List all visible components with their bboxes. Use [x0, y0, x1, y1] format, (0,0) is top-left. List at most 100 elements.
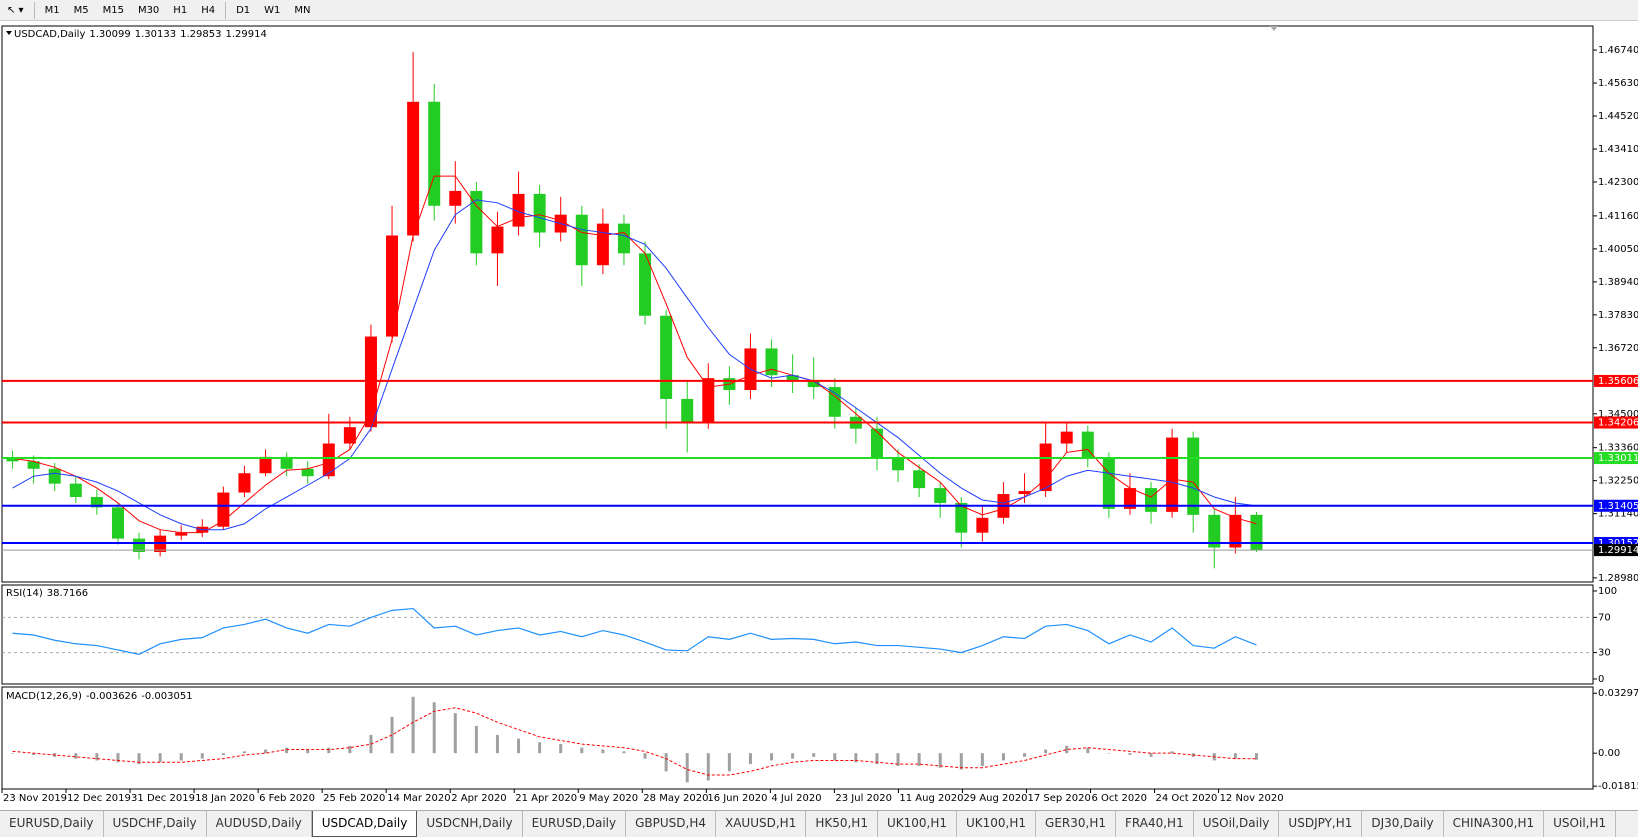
x-tick-label: 2 Apr 2020: [451, 793, 506, 804]
macd-bar: [664, 753, 668, 772]
x-tick-label: 12 Dec 2019: [67, 793, 131, 804]
macd-bar: [74, 753, 78, 759]
chart-tab[interactable]: DJ30,Daily: [1362, 811, 1444, 837]
timeframe-button[interactable]: H1: [173, 4, 188, 16]
header-value: 1.29914: [225, 29, 266, 40]
chart-tab[interactable]: FRA40,H1: [1116, 811, 1194, 837]
chart-tab[interactable]: AUDUSD,Daily: [207, 811, 312, 837]
candle-body: [69, 483, 82, 498]
y-tick-label: 1.38940: [1598, 277, 1638, 288]
candle-body: [1208, 514, 1221, 548]
macd-bar: [179, 753, 183, 761]
timeframe-button[interactable]: M15: [102, 4, 124, 16]
macd-bar: [833, 753, 837, 761]
macd-bar: [32, 753, 36, 755]
macd-bar: [1065, 745, 1069, 754]
chart-tab[interactable]: USOil,H1: [1544, 811, 1617, 837]
x-tick-label: 25 Feb 2020: [323, 793, 385, 804]
chart-tab[interactable]: USOil,Daily: [1194, 811, 1280, 837]
header-value: 1.30133: [135, 29, 176, 40]
macd-bar: [327, 747, 331, 754]
y-tick-label: 100: [1598, 586, 1617, 597]
timeframe-button[interactable]: W1: [264, 4, 281, 16]
y-tick-label: 70: [1598, 612, 1611, 623]
chart-tab[interactable]: UK100,H1: [957, 811, 1037, 837]
macd-bar: [601, 749, 605, 754]
x-tick-label: 9 May 2020: [579, 793, 638, 804]
candle-body: [596, 223, 609, 266]
macd-bar: [264, 749, 268, 754]
level-label: 1.33011: [1598, 453, 1638, 464]
candle-body: [1060, 431, 1073, 444]
macd-bar: [748, 753, 752, 765]
y-tick-label: -0.018154: [1598, 781, 1638, 792]
x-tick-label: 17 Sep 2020: [1027, 793, 1090, 804]
candle-body: [301, 468, 314, 477]
candle-body: [913, 470, 926, 489]
timeframe-button[interactable]: M5: [73, 4, 89, 16]
panel-header: RSI(14) 38.7166: [6, 588, 88, 599]
candle-body: [386, 235, 399, 337]
main-panel: [1, 25, 1594, 583]
macd-bar: [1044, 749, 1048, 754]
candle-body: [892, 458, 905, 471]
level-label-bg: [1594, 374, 1638, 387]
y-tick-label: 1.46740: [1598, 45, 1638, 56]
candle-body: [1145, 488, 1158, 512]
chart-tab[interactable]: GBPUSD,H4: [626, 811, 716, 837]
chart-tab[interactable]: GER30,H1: [1036, 811, 1116, 837]
chart-tab[interactable]: USDJPY,H1: [1279, 811, 1363, 837]
timeframe-button[interactable]: M30: [137, 4, 160, 16]
macd-bar: [158, 753, 162, 763]
timeframe-button[interactable]: H4: [201, 4, 216, 16]
macd-bar: [116, 753, 120, 763]
macd-bar: [306, 749, 310, 754]
candle-body: [1102, 458, 1115, 509]
timeframe-button[interactable]: D1: [236, 4, 251, 16]
chart-tab[interactable]: CHINA300,H1: [1444, 811, 1545, 837]
x-tick-label: 6 Feb 2020: [259, 793, 315, 804]
candle-body: [617, 223, 630, 254]
indicator-line: [12, 607, 1257, 655]
chart-tab[interactable]: USDCHF,Daily: [104, 811, 207, 837]
header-value: RSI(14): [6, 588, 43, 599]
macd-bar: [685, 753, 689, 783]
level-label-bg: [1594, 499, 1638, 512]
header-value: USDCAD,Daily: [14, 29, 85, 40]
macd-bar: [285, 747, 289, 754]
chart-tab[interactable]: XAUUSD,H1: [716, 811, 807, 837]
level-label-bg: [1594, 452, 1638, 465]
macd-bar: [348, 745, 352, 754]
macd-bar: [137, 753, 141, 765]
chart-tab[interactable]: USDCNH,Daily: [417, 811, 523, 837]
chart-tab[interactable]: USDCAD,Daily: [311, 811, 418, 837]
macd-bar: [1023, 753, 1027, 757]
panel-header: MACD(12,26,9) -0.003626 -0.003051: [6, 691, 193, 702]
header-value: 38.7166: [47, 588, 88, 599]
y-tick-label: 0.032972: [1598, 688, 1638, 699]
macd-bar: [980, 753, 984, 766]
tab-bar: EURUSD,Daily USDCHF,Daily AUDUSD,Daily USDC…: [0, 810, 1638, 837]
candle-body: [1187, 437, 1200, 515]
menu-arrow[interactable]: ↖ ▾: [7, 4, 24, 16]
macd-bar: [1128, 753, 1132, 755]
x-tick-label: 28 May 2020: [643, 793, 708, 804]
chart-tab[interactable]: EURUSD,Daily: [0, 811, 104, 837]
macd-bar: [1254, 753, 1258, 760]
candle-body: [1039, 443, 1052, 492]
chart: 1.46740 1.45630 1.44520 1.43410 1.42300 1.411…: [1, 25, 1638, 804]
y-tick-label: 1.43410: [1598, 144, 1638, 155]
chart-tab[interactable]: HK50,H1: [806, 811, 878, 837]
candle-body: [533, 193, 546, 233]
candle-body: [428, 101, 441, 206]
macd-bar: [474, 725, 478, 754]
candle-body: [90, 497, 103, 508]
macd-bar: [959, 753, 963, 770]
chart-tab[interactable]: EURUSD,Daily: [523, 811, 627, 837]
timeframe-button[interactable]: MN: [294, 4, 311, 16]
macd-bar: [242, 751, 246, 754]
chart-tab[interactable]: UK100,H1: [878, 811, 957, 837]
timeframe-button[interactable]: M1: [44, 4, 60, 16]
indicator-line: [12, 707, 1257, 776]
header-value: -0.003051: [141, 691, 192, 702]
